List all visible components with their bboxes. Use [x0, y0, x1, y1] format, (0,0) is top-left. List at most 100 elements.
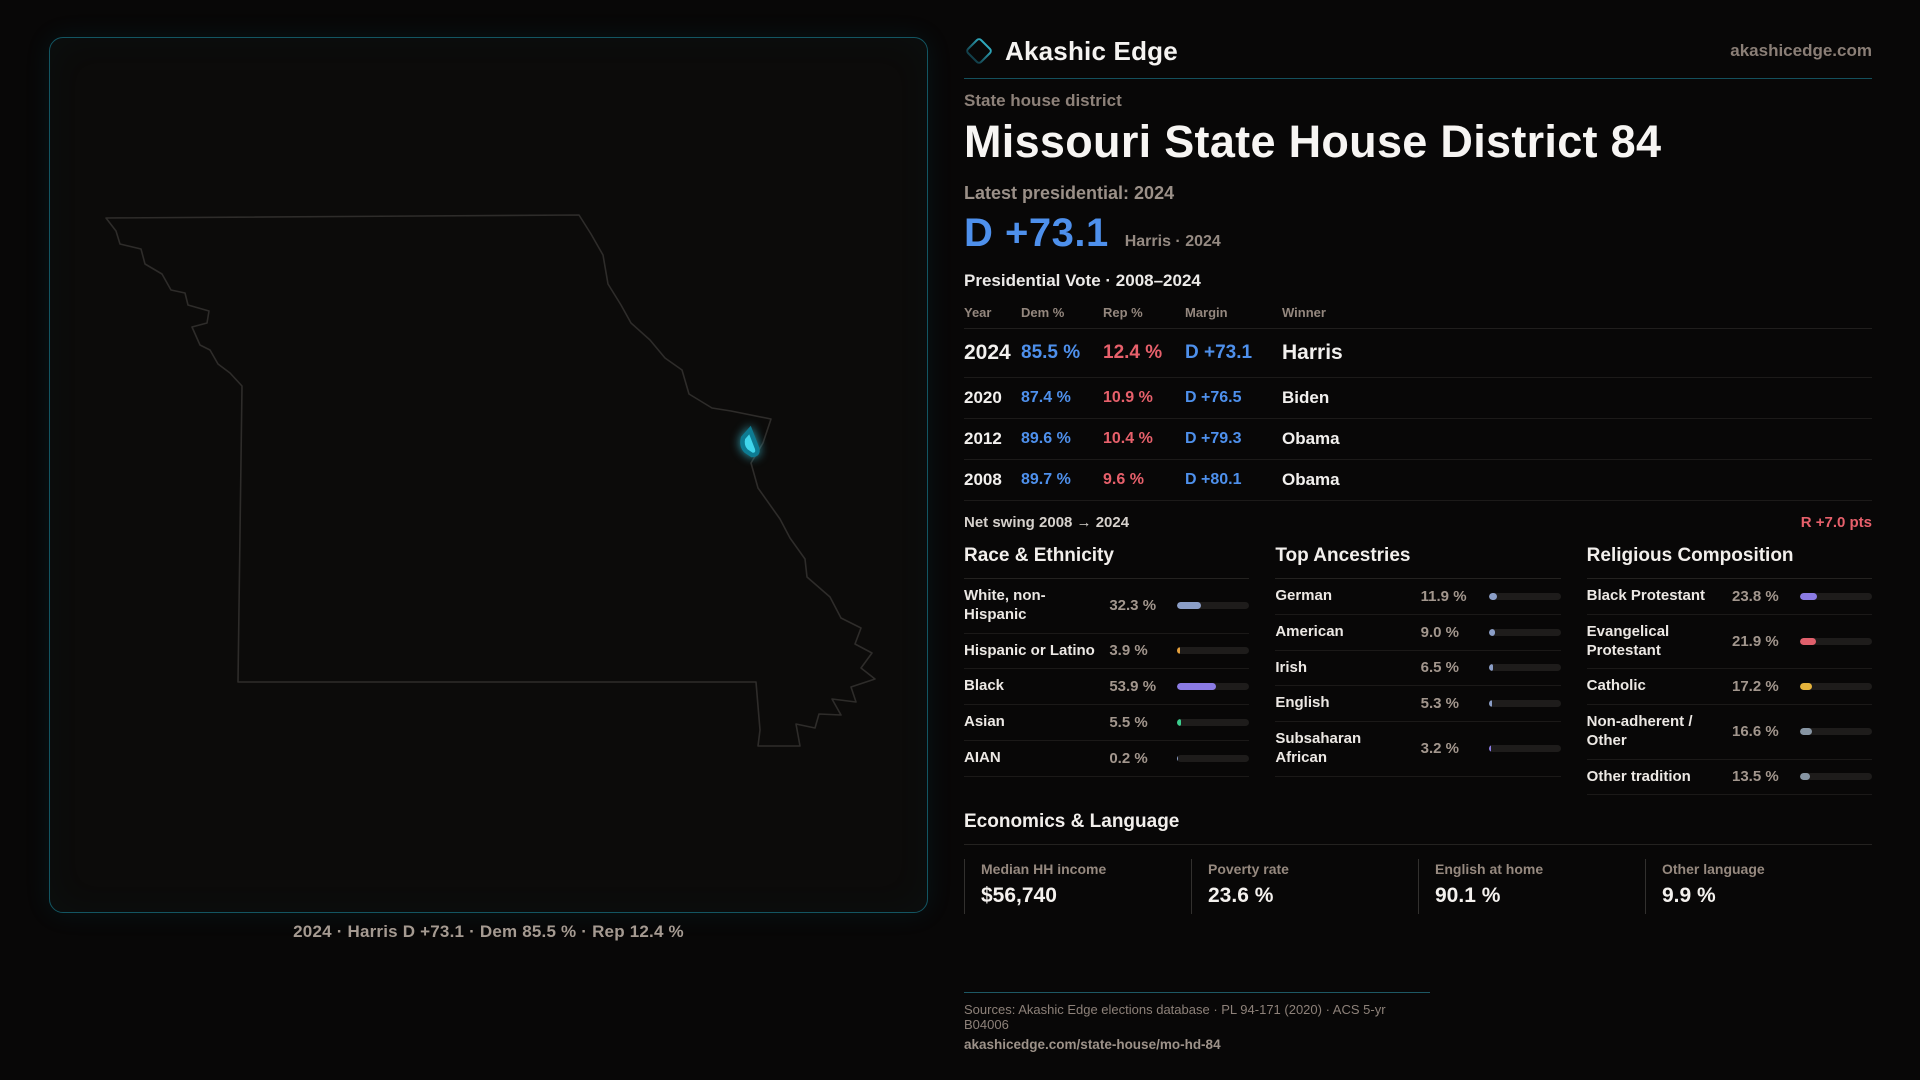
dem-cell: 89.6 % — [1021, 430, 1071, 447]
page-title: Missouri State House District 84 — [964, 116, 1662, 167]
demo-bar — [1800, 638, 1872, 645]
map-caption: 2024 · Harris D +73.1 · Dem 85.5 % · Rep… — [293, 922, 684, 941]
stat-label: Median HH income — [981, 861, 1107, 878]
stat-cell: English at home 90.1 % — [1418, 859, 1645, 915]
demo-label: Black — [964, 677, 1005, 695]
table-row-2008: 2008 89.7 % 9.6 % D +80.1 Obama — [964, 460, 1872, 501]
demo-label: Non-adherent / Other — [1586, 713, 1693, 749]
demo-bar — [1800, 683, 1872, 691]
net-swing-row: Net swing 2008 → 2024 R +7.0 pts — [964, 501, 1872, 531]
col-dem: Dem % — [1021, 305, 1065, 320]
dem-cell: 89.7 % — [1021, 471, 1071, 488]
brand-header: Akashic Edge akashicedge.com — [964, 33, 1872, 69]
kicker-label: State house district — [964, 91, 1122, 110]
margin-cell: D +76.5 — [1185, 389, 1242, 406]
race-ethnicity-section: Race & Ethnicity White, non-Hispanic 32.… — [964, 545, 1250, 777]
demo-label: Subsaharan African — [1275, 730, 1362, 766]
religion-section: Religious Composition Black Protestant 2… — [1586, 545, 1872, 796]
section-title: Economics & Language — [964, 811, 1872, 846]
winner-cell: Obama — [1282, 429, 1340, 448]
stat-cell: Median HH income $56,740 — [964, 859, 1191, 915]
demo-bar — [1488, 664, 1561, 672]
demo-value: 17.2 % — [1732, 678, 1779, 696]
demo-value: 13.5 % — [1732, 768, 1779, 786]
col-rep: Rep % — [1103, 305, 1143, 320]
demo-bar — [1177, 754, 1250, 762]
rep-cell: 12.4 % — [1103, 342, 1163, 363]
demographics-grid: Race & Ethnicity White, non-Hispanic 32.… — [964, 545, 1872, 796]
section-title: Religious Composition — [1586, 545, 1872, 579]
missouri-map — [105, 214, 876, 747]
demo-row: German 11.9 % — [1275, 579, 1561, 615]
demo-row: Evangelical Protestant 21.9 % — [1586, 615, 1872, 670]
demo-value: 53.9 % — [1109, 678, 1157, 696]
section-title: Top Ancestries — [1275, 545, 1561, 579]
footer-sources: Sources: Akashic Edge elections database… — [964, 1002, 1386, 1033]
demo-bar — [1177, 683, 1250, 691]
table-row-2020: 2020 87.4 % 10.9 % D +76.5 Biden — [964, 378, 1872, 419]
stat-cell: Other language 9.9 % — [1645, 859, 1872, 915]
footer-permalink[interactable]: akashicedge.com/state-house/mo-hd-84 — [964, 1037, 1221, 1053]
stat-label: Other language — [1662, 861, 1765, 878]
demo-label: White, non-Hispanic — [964, 587, 1046, 623]
demo-row: Irish 6.5 % — [1275, 651, 1561, 687]
ancestry-section: Top Ancestries German 11.9 % American 9.… — [1275, 545, 1561, 777]
demo-row: American 9.0 % — [1275, 615, 1561, 651]
demo-value: 11.9 % — [1420, 587, 1467, 605]
brand-name: Akashic Edge — [1005, 35, 1178, 66]
winner-cell: Obama — [1282, 470, 1340, 489]
net-swing-value: R +7.0 pts — [1800, 514, 1872, 531]
stat-value: 90.1 % — [1435, 884, 1501, 908]
demo-label: Hispanic or Latino — [964, 641, 1095, 659]
demo-label: Black Protestant — [1586, 587, 1706, 604]
demo-bar — [1488, 592, 1561, 600]
state-outline-path — [105, 214, 876, 747]
stat-value: 9.9 % — [1662, 884, 1716, 908]
year-cell: 2012 — [964, 429, 1002, 448]
demo-value: 5.3 % — [1420, 695, 1460, 713]
rep-cell: 10.9 % — [1103, 389, 1153, 406]
demo-row: White, non-Hispanic 32.3 % — [964, 579, 1250, 634]
brand-domain-link[interactable]: akashicedge.com — [1730, 41, 1872, 60]
diamond-icon — [966, 38, 992, 64]
demo-bar — [1800, 592, 1872, 600]
demo-label: Irish — [1275, 658, 1308, 676]
winner-cell: Biden — [1282, 388, 1330, 407]
demo-value: 32.3 % — [1109, 597, 1157, 615]
demo-row: Other tradition 13.5 % — [1586, 760, 1872, 796]
demo-value: 0.2 % — [1109, 749, 1148, 767]
demo-bar — [1800, 773, 1872, 781]
margin-cell: D +80.1 — [1185, 471, 1242, 488]
demo-label: English — [1275, 694, 1330, 712]
demo-value: 16.6 % — [1732, 723, 1779, 741]
demo-row: Black Protestant 23.8 % — [1586, 579, 1872, 615]
demo-row: Subsaharan African 3.2 % — [1275, 722, 1561, 777]
col-year: Year — [964, 305, 992, 320]
margin-cell: D +73.1 — [1185, 342, 1253, 363]
winner-cell: Harris — [1282, 341, 1343, 364]
stat-label: Poverty rate — [1208, 861, 1289, 878]
demo-bar — [1800, 728, 1872, 736]
demo-value: 5.5 % — [1109, 713, 1148, 731]
demo-value: 6.5 % — [1420, 659, 1460, 677]
rep-cell: 9.6 % — [1103, 471, 1144, 488]
demo-row: Asian 5.5 % — [964, 705, 1250, 741]
margin-context: Harris · 2024 — [1124, 233, 1221, 250]
demo-row: Hispanic or Latino 3.9 % — [964, 634, 1250, 670]
margin-value: D +73.1 — [964, 211, 1109, 255]
demo-row: Non-adherent / Other 16.6 % — [1586, 705, 1872, 760]
vote-table-title: Presidential Vote · 2008–2024 — [964, 271, 1201, 290]
col-winner: Winner — [1282, 305, 1326, 320]
stat-value: 23.6 % — [1208, 884, 1274, 908]
demo-bar — [1488, 745, 1561, 753]
stat-value: $56,740 — [981, 884, 1057, 908]
demo-bar — [1177, 602, 1250, 610]
stat-label: English at home — [1435, 861, 1544, 878]
rep-cell: 10.4 % — [1103, 430, 1153, 447]
demo-row: Catholic 17.2 % — [1586, 669, 1872, 705]
stat-cell: Poverty rate 23.6 % — [1191, 859, 1418, 915]
demo-bar — [1488, 700, 1561, 708]
demo-label: Asian — [964, 713, 1005, 730]
demo-label: Other tradition — [1586, 767, 1691, 785]
